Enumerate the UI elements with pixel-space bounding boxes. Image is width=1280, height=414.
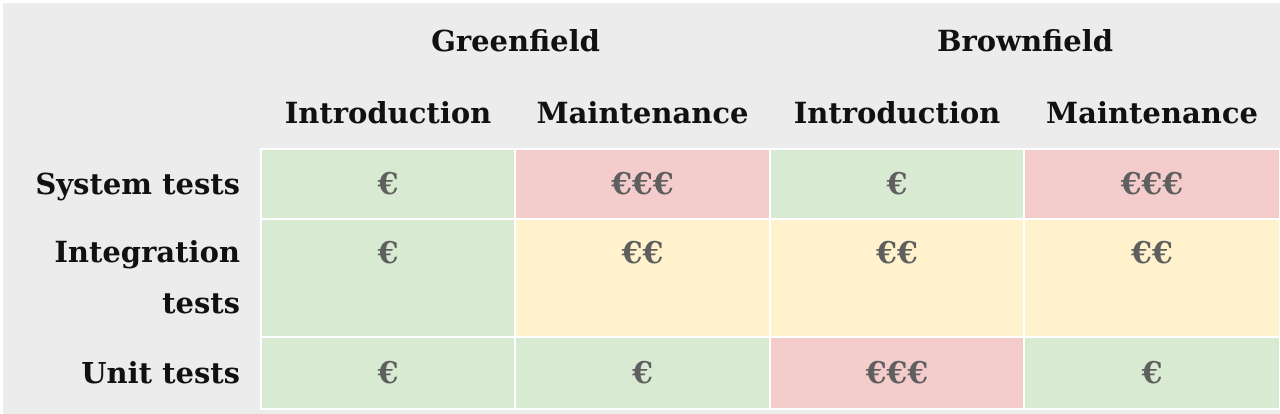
cell-integration-brownfield-maintenance: €€ <box>1022 218 1280 338</box>
corner-cell-2 <box>3 78 261 149</box>
cell-system-brownfield-introduction: € <box>769 148 1025 220</box>
cell-integration-greenfield-introduction: € <box>260 218 516 338</box>
cell-unit-brownfield-introduction: €€€ <box>769 336 1025 410</box>
cell-system-greenfield-maintenance: €€€ <box>514 148 771 220</box>
cost-table-container: Greenfield Brownfield Introduction Maint… <box>3 3 1280 414</box>
cell-unit-greenfield-introduction: € <box>260 336 516 410</box>
subheader-row: Introduction Maintenance Introduction Ma… <box>3 78 1280 149</box>
table-row-unit-tests: Unit tests € € €€€ € <box>3 336 1280 410</box>
group-brownfield: Brownfield <box>937 23 1114 58</box>
table-row-system-tests: System tests € €€€ € €€€ <box>3 148 1280 220</box>
cell-unit-greenfield-maintenance: € <box>514 336 771 410</box>
cost-table: Greenfield Brownfield Introduction Maint… <box>3 3 1280 410</box>
corner-cell <box>3 3 261 78</box>
subheader-greenfield-maintenance: Maintenance <box>536 96 749 130</box>
subheader-brownfield-maintenance: Maintenance <box>1046 96 1258 130</box>
cell-system-brownfield-maintenance: €€€ <box>1022 148 1280 220</box>
table-row-integration-tests: Integration tests € €€ €€ €€ <box>3 218 1280 338</box>
subheader-brownfield-introduction: Introduction <box>793 96 1001 130</box>
group-greenfield: Greenfield <box>431 23 600 58</box>
row-label-integration-tests: Integration tests <box>54 235 240 320</box>
cell-integration-greenfield-maintenance: €€ <box>514 218 771 338</box>
subheader-greenfield-introduction: Introduction <box>284 96 492 130</box>
cell-integration-brownfield-introduction: €€ <box>769 218 1025 338</box>
cell-system-greenfield-introduction: € <box>260 148 516 220</box>
cell-unit-brownfield-maintenance: € <box>1022 336 1280 410</box>
row-label-system-tests: System tests <box>35 166 240 201</box>
row-label-unit-tests: Unit tests <box>81 355 240 390</box>
group-header-row: Greenfield Brownfield <box>3 3 1280 78</box>
